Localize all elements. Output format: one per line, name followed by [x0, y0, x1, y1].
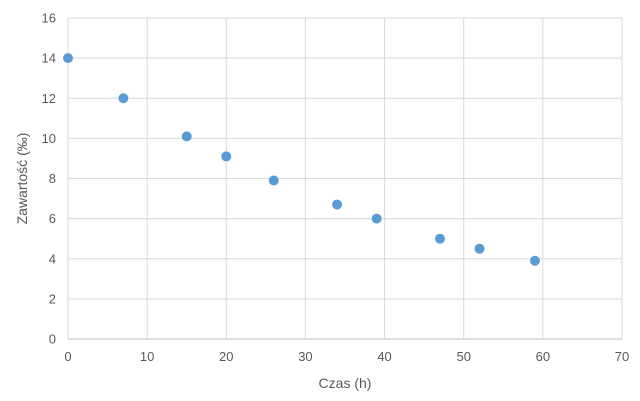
data-point: [529, 255, 540, 266]
x-tick-labels: 0 10 20 30 40 50 60 70: [64, 349, 629, 364]
x-tick-label: 10: [140, 349, 154, 364]
y-tick-label: 10: [42, 131, 56, 146]
y-tick-label: 12: [42, 91, 56, 106]
y-tick-label: 16: [42, 11, 56, 26]
x-tick-label: 50: [456, 349, 470, 364]
data-point: [434, 233, 445, 244]
x-axis-title: Czas (h): [319, 375, 372, 391]
x-tick-label: 60: [536, 349, 550, 364]
data-point: [181, 131, 192, 142]
data-point: [63, 53, 73, 64]
x-tick-label: 20: [219, 349, 233, 364]
data-points: [63, 53, 540, 266]
horizontal-gridlines: [68, 17, 622, 300]
x-tick-label: 30: [298, 349, 312, 364]
data-point: [221, 151, 232, 162]
x-tick-label: 70: [615, 349, 629, 364]
y-tick-label: 2: [49, 291, 56, 306]
data-point: [474, 243, 485, 254]
y-tick-label: 8: [49, 171, 56, 186]
y-tick-label: 0: [49, 332, 56, 347]
data-point: [118, 93, 129, 104]
y-tick-label: 14: [42, 51, 56, 66]
y-tick-label: 4: [49, 251, 56, 266]
y-axis-title: Zawartość (‰): [14, 133, 30, 225]
x-tick-label: 40: [377, 349, 391, 364]
x-tick-label: 0: [64, 349, 71, 364]
y-tick-labels: 0 2 4 6 8 10 12 14 16: [42, 11, 56, 347]
data-point: [332, 199, 343, 210]
data-point: [268, 175, 279, 186]
data-point: [371, 213, 382, 224]
y-tick-label: 6: [49, 211, 56, 226]
